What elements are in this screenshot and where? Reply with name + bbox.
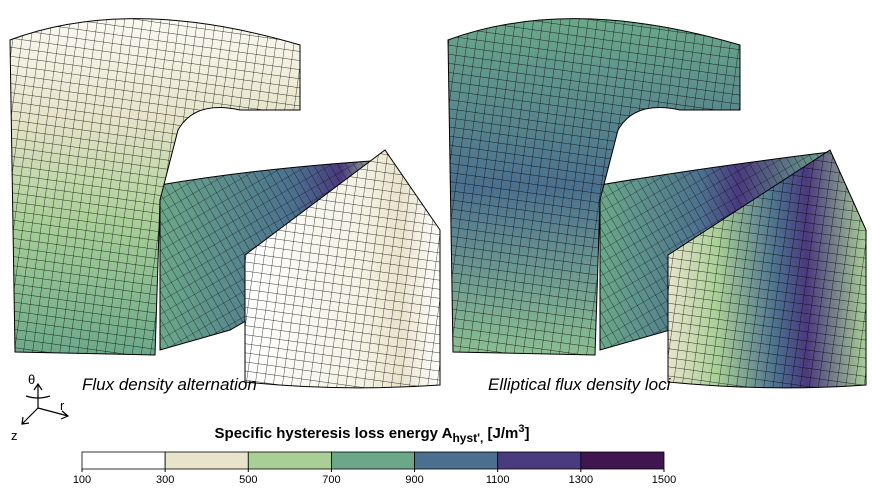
- colorbar-title: Specific hysteresis loss energy Ahyst', …: [215, 423, 530, 445]
- title-sup: 3: [518, 423, 524, 435]
- title-main: Specific hysteresis loss energy A: [215, 425, 453, 442]
- axis-label-z: z: [11, 428, 18, 443]
- tick-label: 1500: [652, 474, 676, 486]
- tick-label: 100: [73, 474, 91, 486]
- tick-label: 900: [405, 474, 423, 486]
- panel-label: Elliptical flux density loci: [488, 375, 672, 394]
- tick-label: 500: [239, 474, 257, 486]
- color-bin: [414, 451, 499, 470]
- panel-right: [447, 18, 867, 389]
- title-sub: hyst',: [452, 431, 483, 445]
- color-bin: [497, 451, 582, 470]
- tick-label: 1100: [486, 474, 510, 486]
- color-bin: [247, 451, 332, 470]
- panel-left: [9, 18, 441, 389]
- color-bin: [164, 451, 249, 470]
- axis-label-r: r: [60, 398, 65, 413]
- tick-label: 300: [156, 474, 174, 486]
- axes-triad: [21, 382, 70, 425]
- color-bin: [81, 451, 166, 470]
- colorbar: 100 300 500 700 900 1100 1300 1500: [73, 451, 676, 486]
- tick-label: 700: [322, 474, 340, 486]
- panel-label: Flux density alternation: [82, 375, 257, 394]
- title-unit: [J/m: [483, 425, 518, 442]
- tick-label: 1300: [569, 474, 593, 486]
- title-end: ]: [524, 425, 529, 442]
- color-bin: [580, 451, 665, 470]
- axis-label-theta: θ: [28, 372, 35, 387]
- color-bin: [331, 451, 415, 470]
